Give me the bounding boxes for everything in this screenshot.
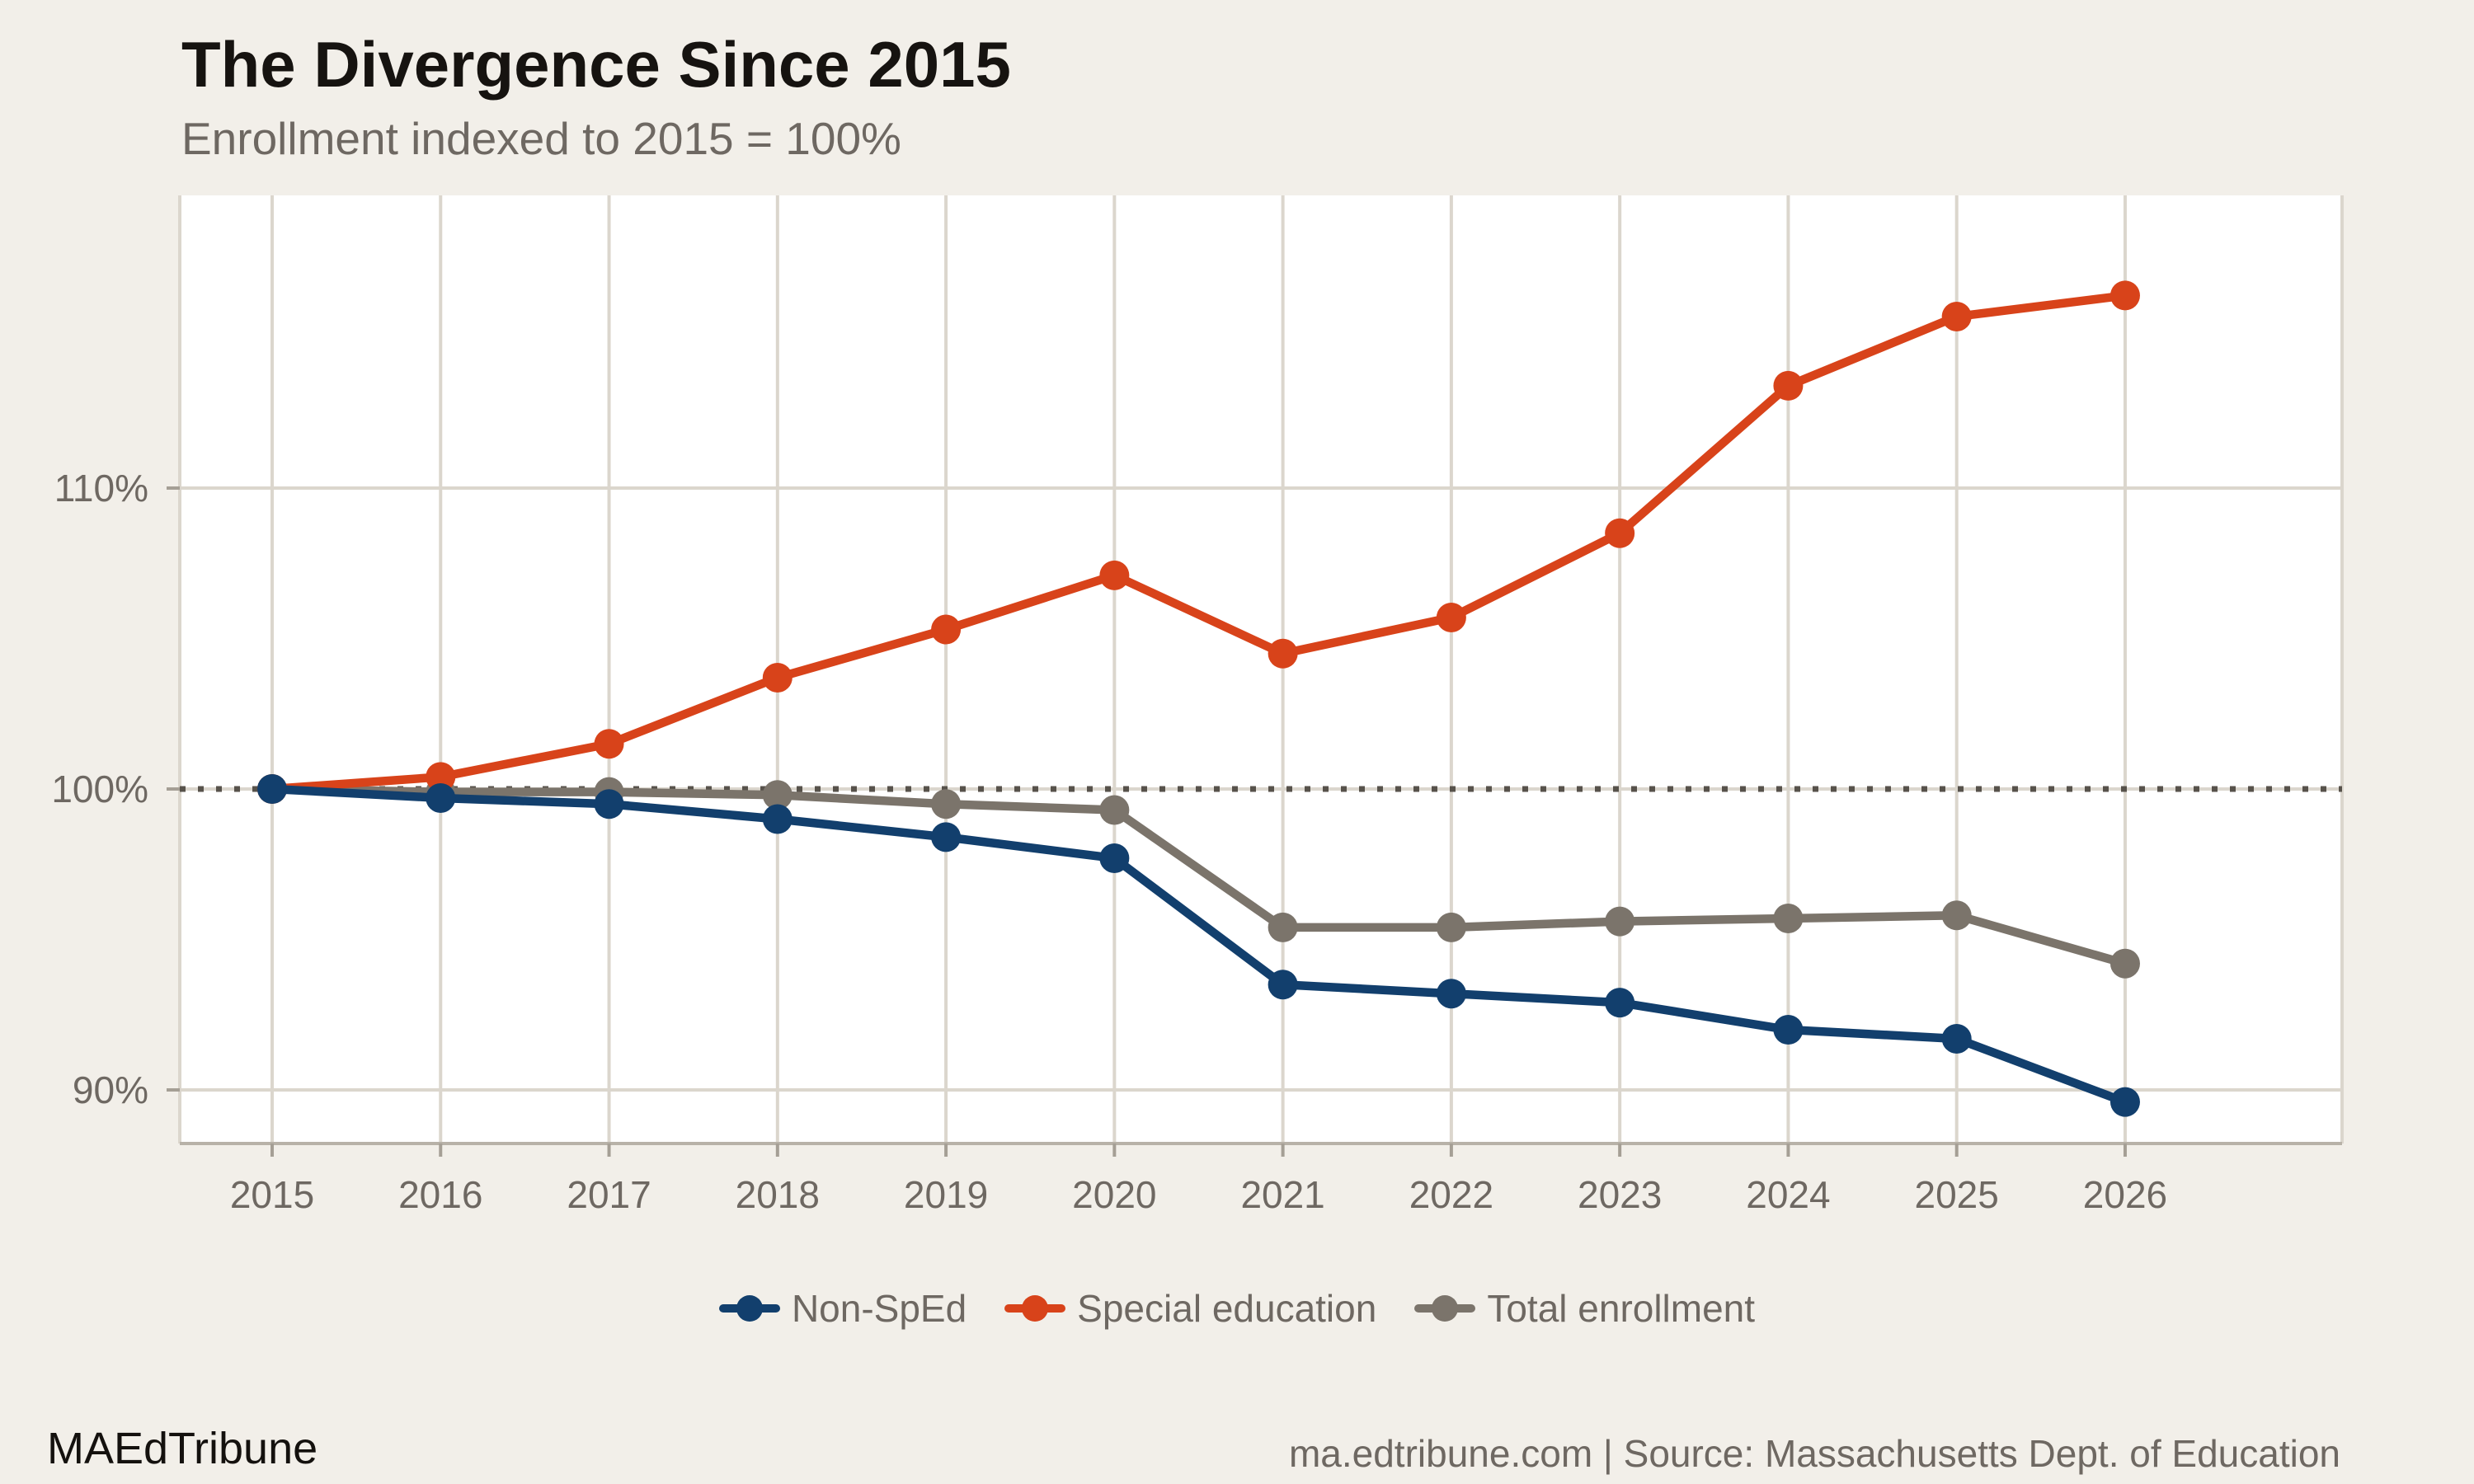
data-point-special-education: [1268, 638, 1298, 669]
x-axis-label: 2018: [736, 1173, 820, 1216]
data-point-total-enrollment: [2109, 948, 2140, 979]
y-axis-label: 90%: [73, 1068, 148, 1111]
data-point-total-enrollment: [762, 780, 793, 810]
data-point-special-education: [762, 662, 793, 693]
chart-title: The Divergence Since 2015: [181, 28, 1011, 101]
data-point-special-education: [1099, 560, 1130, 590]
series-line-total-enrollment: [267, 784, 2130, 968]
data-point-special-education: [426, 762, 456, 792]
legend-marker-total-enrollment: [1414, 1295, 1476, 1322]
x-axis-label: 2020: [1072, 1173, 1156, 1216]
legend: Non-SpEd Special education Total enrollmen…: [0, 1286, 2474, 1331]
data-point-total-enrollment: [1605, 906, 1635, 937]
x-axis-label: 2015: [230, 1173, 314, 1216]
x-axis-label: 2019: [904, 1173, 988, 1216]
data-point-non-sped: [1605, 988, 1635, 1018]
data-point-non-sped: [1268, 970, 1298, 1000]
legend-item-non-sped: Non-SpEd: [718, 1286, 967, 1331]
source-credit: ma.edtribune.com | Source: Massachusetts…: [1288, 1432, 2340, 1475]
legend-label: Total enrollment: [1487, 1287, 1756, 1330]
legend-marker-special-education: [1004, 1295, 1066, 1322]
legend-label: Special education: [1077, 1287, 1377, 1330]
data-point-total-enrollment: [1268, 912, 1298, 942]
data-point-non-sped: [931, 822, 962, 852]
legend-marker-non-sped: [718, 1295, 780, 1322]
y-axis-label: 110%: [54, 467, 148, 510]
data-point-non-sped: [2109, 1087, 2140, 1117]
data-point-non-sped: [1773, 1015, 1804, 1045]
data-point-special-education: [931, 614, 962, 645]
data-point-special-education: [1605, 518, 1635, 548]
chart-subtitle: Enrollment indexed to 2015 = 100%: [181, 113, 901, 164]
x-axis-label: 2023: [1578, 1173, 1662, 1216]
data-point-non-sped: [257, 774, 287, 804]
x-axis-label: 2016: [398, 1173, 482, 1216]
data-point-special-education: [594, 729, 624, 759]
data-point-non-sped: [426, 782, 456, 813]
data-point-total-enrollment: [1436, 912, 1466, 942]
series-line-special-education: [267, 291, 2130, 794]
y-axis-label: 100%: [51, 768, 148, 810]
data-point-special-education: [1436, 602, 1466, 632]
legend-item-total-enrollment: Total enrollment: [1414, 1286, 1755, 1331]
plot-background: [180, 195, 2342, 1144]
x-axis-label: 2017: [567, 1173, 651, 1216]
series-line-non-sped: [267, 784, 2130, 1106]
data-point-special-education: [1941, 301, 1972, 331]
data-point-total-enrollment: [931, 789, 962, 819]
publisher-brand: MAEdTribune: [47, 1424, 318, 1473]
data-point-total-enrollment: [1099, 795, 1130, 825]
legend-item-special-education: Special education: [1004, 1286, 1376, 1331]
data-point-non-sped: [1436, 979, 1466, 1009]
legend-label: Non-SpEd: [791, 1287, 967, 1330]
data-point-special-education: [2109, 280, 2140, 311]
data-point-non-sped: [762, 804, 793, 834]
x-axis-label: 2026: [2083, 1173, 2167, 1216]
x-axis-label: 2025: [1915, 1173, 1999, 1216]
data-point-non-sped: [594, 789, 624, 819]
data-point-total-enrollment: [1773, 903, 1804, 933]
data-point-non-sped: [1099, 843, 1130, 873]
x-axis-label: 2021: [1240, 1173, 1324, 1216]
x-axis-label: 2022: [1409, 1173, 1493, 1216]
x-axis-label: 2024: [1746, 1173, 1830, 1216]
data-point-special-education: [1773, 370, 1804, 401]
data-point-total-enrollment: [1941, 900, 1972, 931]
data-point-non-sped: [1941, 1023, 1972, 1054]
